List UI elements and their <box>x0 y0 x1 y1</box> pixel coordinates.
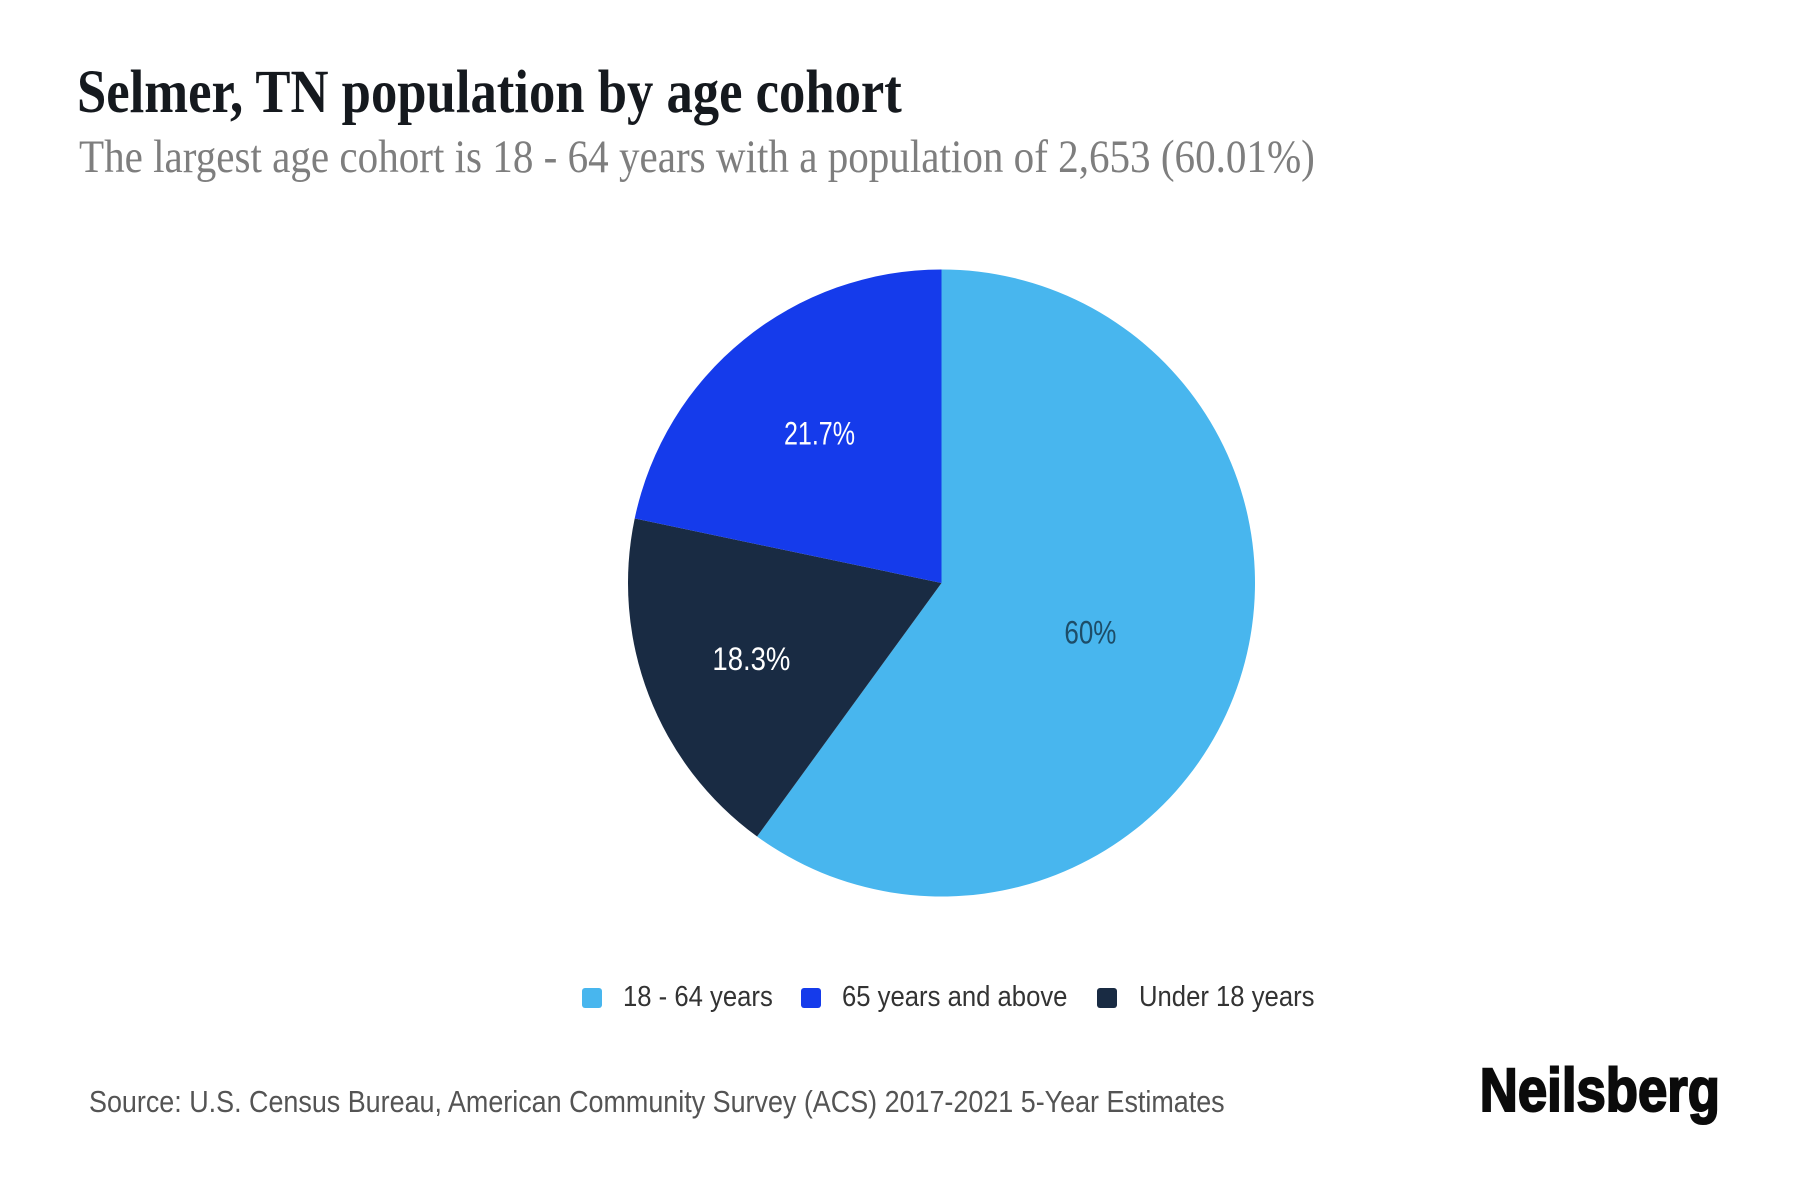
svg-text:18.3%: 18.3% <box>712 641 790 677</box>
svg-text:60%: 60% <box>1064 615 1116 651</box>
svg-text:21.7%: 21.7% <box>784 416 855 452</box>
